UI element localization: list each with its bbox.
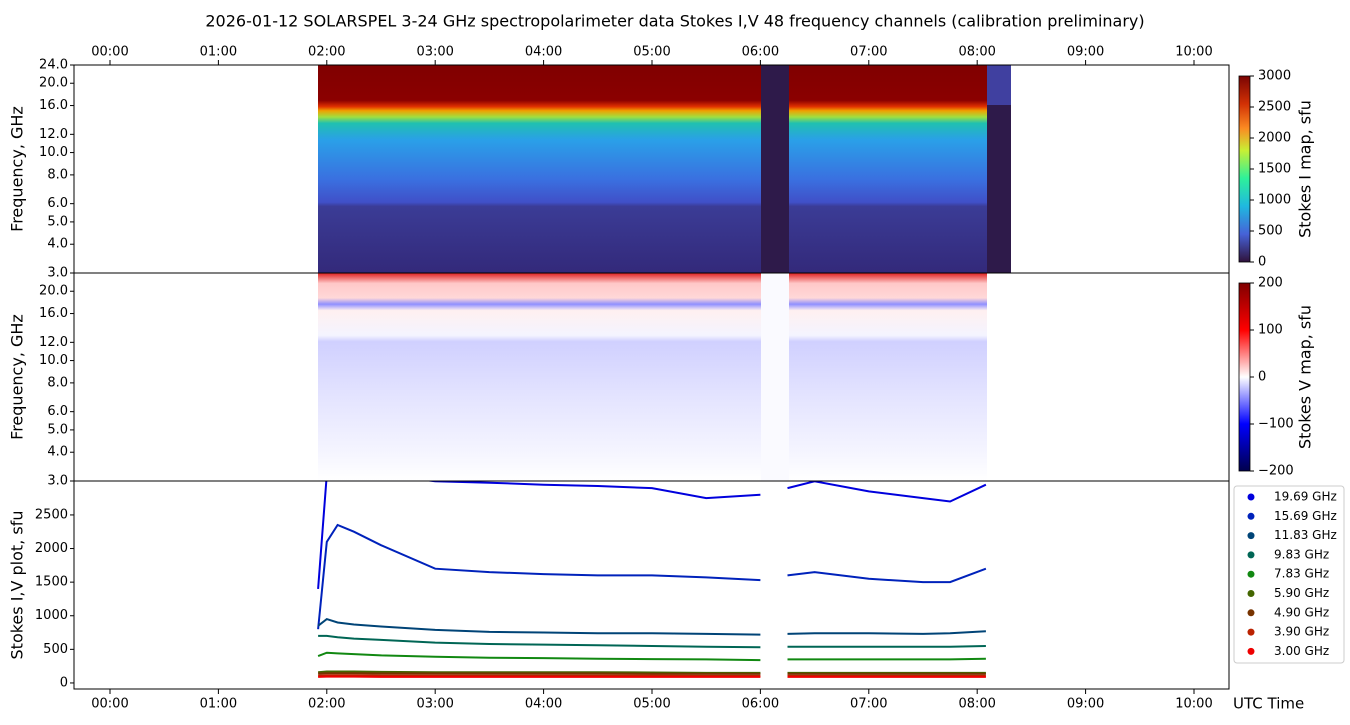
legend-marker bbox=[1247, 512, 1255, 520]
y-tick-label: 5.0 bbox=[47, 422, 68, 437]
y-tick-label: 20.0 bbox=[39, 76, 68, 91]
colorbar-tick-label: 100 bbox=[1258, 323, 1283, 338]
plot-lines bbox=[317, 481, 987, 678]
y-tick-label: 10.0 bbox=[39, 353, 68, 368]
y-tick-label: 1000 bbox=[35, 608, 68, 623]
colorbar-tick-label: 1000 bbox=[1258, 193, 1291, 208]
x-tick-label-top: 04:00 bbox=[525, 45, 562, 60]
y-tick-label: 12.0 bbox=[39, 127, 68, 142]
legend-label: 3.00 GHz bbox=[1274, 644, 1329, 658]
y-tick-label: 0 bbox=[60, 675, 68, 690]
x-tick-label-top: 02:00 bbox=[308, 45, 345, 60]
legend-label: 9.83 GHz bbox=[1274, 547, 1329, 561]
legend-marker bbox=[1247, 493, 1255, 501]
x-tick-label: 06:00 bbox=[742, 697, 779, 712]
legend-marker bbox=[1247, 647, 1255, 655]
series-line bbox=[318, 634, 986, 649]
colorbar-tick-label: −200 bbox=[1258, 464, 1294, 479]
y-tick-label: 6.0 bbox=[47, 196, 68, 211]
x-tick-label: 05:00 bbox=[633, 697, 670, 712]
legend-marker bbox=[1247, 628, 1255, 636]
stokes-v-map bbox=[318, 273, 987, 481]
x-tick-label-top: 01:00 bbox=[200, 45, 237, 60]
legend-marker bbox=[1247, 590, 1255, 597]
series-line bbox=[317, 481, 987, 589]
colorbar-tick-label: 2500 bbox=[1258, 100, 1291, 115]
y-tick-label: 4.0 bbox=[47, 445, 68, 460]
legend-label: 11.83 GHz bbox=[1274, 528, 1337, 542]
x-axis-label: UTC Time bbox=[1233, 695, 1304, 713]
y-tick-label: 8.0 bbox=[47, 375, 68, 390]
legend-label: 15.69 GHz bbox=[1274, 509, 1337, 523]
x-tick-label: 00:00 bbox=[91, 697, 128, 712]
y-tick-label: 16.0 bbox=[39, 306, 68, 321]
legend-marker bbox=[1247, 570, 1255, 578]
x-tick-label-top: 03:00 bbox=[416, 45, 453, 60]
legend-label: 3.90 GHz bbox=[1274, 625, 1329, 639]
y-tick-label: 8.0 bbox=[47, 167, 68, 182]
y-tick-label: 6.0 bbox=[47, 404, 68, 419]
colorbar-tick-label: 2000 bbox=[1258, 131, 1291, 146]
series-line bbox=[317, 651, 986, 662]
y-tick-label: 16.0 bbox=[39, 98, 68, 113]
y-tick-label: 5.0 bbox=[47, 214, 68, 229]
x-tick-label-top: 10:00 bbox=[1175, 45, 1212, 60]
x-tick-label-top: 06:00 bbox=[742, 45, 779, 60]
y-tick-label: 10.0 bbox=[39, 145, 68, 160]
colorbar-tick-label: 0 bbox=[1258, 255, 1266, 270]
colorbar-label: Stokes V map, sfu bbox=[1296, 305, 1315, 449]
x-tick-label-top: 07:00 bbox=[850, 45, 887, 60]
legend-marker bbox=[1247, 551, 1255, 559]
y-tick-label: 2000 bbox=[35, 541, 68, 556]
x-tick-label: 04:00 bbox=[525, 697, 562, 712]
colorbar-label: Stokes I map, sfu bbox=[1296, 100, 1315, 238]
legend-label: 7.83 GHz bbox=[1274, 567, 1329, 581]
y-tick-label: 500 bbox=[43, 642, 68, 657]
x-tick-label: 10:00 bbox=[1175, 697, 1212, 712]
y-axis-label: Frequency, GHz bbox=[8, 314, 27, 440]
legend-marker bbox=[1247, 609, 1255, 617]
series-line bbox=[317, 523, 987, 630]
series-line bbox=[317, 617, 986, 636]
x-tick-label-top: 09:00 bbox=[1067, 45, 1104, 60]
colorbar-i bbox=[1238, 75, 1251, 263]
legend-label: 4.90 GHz bbox=[1274, 605, 1329, 619]
legend-label: 5.90 GHz bbox=[1274, 586, 1329, 600]
legend-label: 19.69 GHz bbox=[1274, 490, 1337, 504]
x-tick-label: 09:00 bbox=[1067, 697, 1104, 712]
colorbar-tick-label: 0 bbox=[1258, 370, 1266, 385]
y-tick-label: 3.0 bbox=[47, 474, 68, 489]
chart-title: 2026-01-12 SOLARSPEL 3-24 GHz spectropol… bbox=[205, 12, 1144, 31]
y-tick-label: 4.0 bbox=[47, 237, 68, 252]
colorbar-v bbox=[1238, 282, 1251, 472]
stokes-i-map bbox=[318, 65, 1011, 273]
colorbar-tick-label: 500 bbox=[1258, 224, 1283, 239]
x-tick-label: 02:00 bbox=[308, 697, 345, 712]
y-axis-label: Frequency, GHz bbox=[8, 106, 27, 232]
y-tick-label: 24.0 bbox=[39, 58, 68, 73]
y-tick-label: 1500 bbox=[35, 575, 68, 590]
legend bbox=[1233, 485, 1345, 664]
colorbar-tick-label: 200 bbox=[1258, 276, 1283, 291]
x-tick-label: 03:00 bbox=[416, 697, 453, 712]
y-tick-label: 2500 bbox=[35, 507, 68, 522]
x-tick-label-top: 00:00 bbox=[91, 45, 128, 60]
x-tick-label: 07:00 bbox=[850, 697, 887, 712]
colorbar-tick-label: 1500 bbox=[1258, 162, 1291, 177]
x-tick-label-top: 05:00 bbox=[633, 45, 670, 60]
y-tick-label: 3.0 bbox=[47, 266, 68, 281]
x-tick-label: 01:00 bbox=[200, 697, 237, 712]
colorbar-tick-label: −100 bbox=[1258, 417, 1294, 432]
y-tick-label: 20.0 bbox=[39, 284, 68, 299]
series-line bbox=[318, 674, 986, 677]
y-tick-label: 12.0 bbox=[39, 335, 68, 350]
x-tick-label: 08:00 bbox=[958, 697, 995, 712]
x-tick-label-top: 08:00 bbox=[958, 45, 995, 60]
series-line bbox=[318, 672, 986, 675]
y-axis-label: Stokes I,V plot, sfu bbox=[8, 511, 27, 660]
panel-frame bbox=[73, 480, 1230, 690]
legend-marker bbox=[1247, 532, 1255, 540]
colorbar-tick-label: 3000 bbox=[1258, 69, 1291, 84]
